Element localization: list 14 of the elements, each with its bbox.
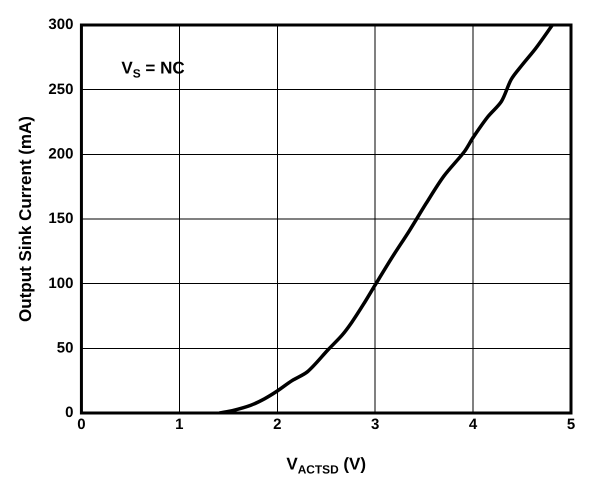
- y-tick-label: 100: [48, 274, 74, 292]
- y-tick-label: 50: [56, 339, 74, 356]
- y-tick-label: 0: [65, 404, 74, 422]
- y-tick-label: 300: [48, 16, 74, 34]
- y-tick-label: 250: [48, 80, 74, 98]
- y-tick-label: 150: [48, 210, 74, 228]
- x-tick-label: 3: [371, 416, 380, 434]
- x-tick-label: 0: [77, 416, 86, 434]
- y-axis-title: Output Sink Current (mA): [16, 116, 35, 322]
- y-tick-label: 200: [48, 145, 74, 162]
- x-tick-label: 5: [566, 416, 576, 434]
- x-tick-label: 2: [273, 416, 282, 434]
- x-tick-label: 1: [175, 416, 184, 434]
- x-tick-label: 4: [468, 416, 478, 434]
